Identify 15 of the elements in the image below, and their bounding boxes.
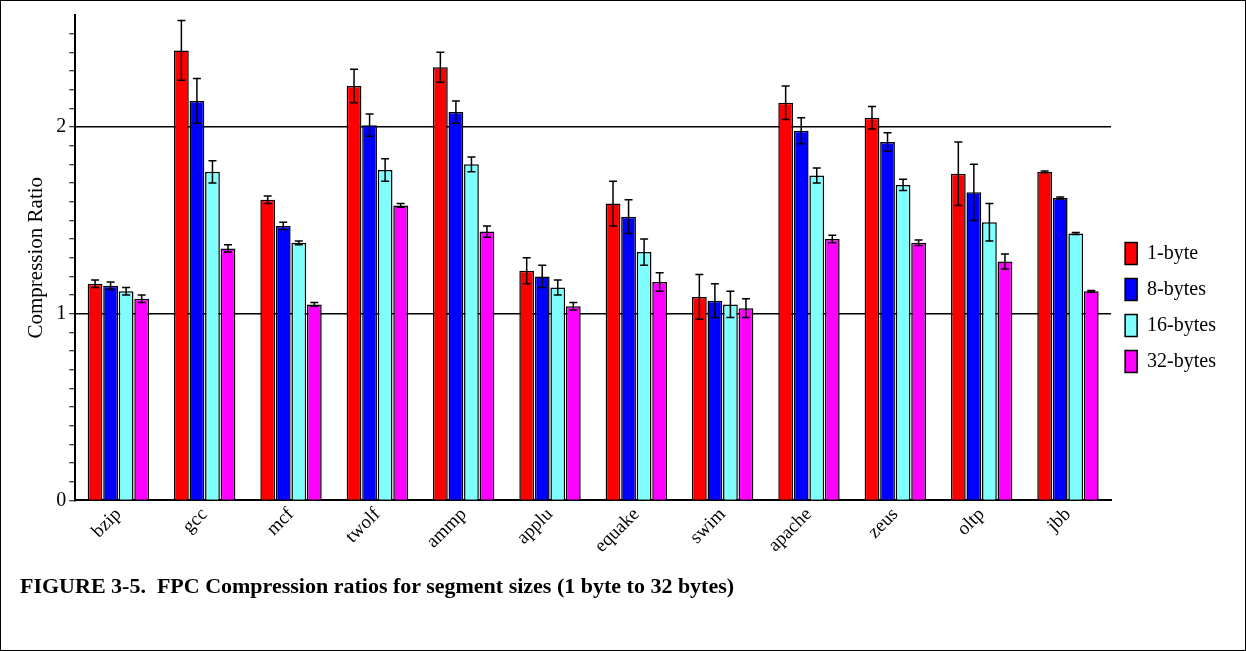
legend-label: 1-byte (1147, 240, 1199, 264)
y-tick-label: 0 (56, 487, 67, 510)
text: FIGURE 3-5. FPC Compression ratios for segment sizes (1 byte to 32 bytes) (20, 573, 735, 599)
y-axis-title: Compression Ratio (23, 176, 48, 339)
x-tick-label: jbb (1041, 503, 1075, 536)
x-tick-label: oltp (952, 503, 988, 539)
legend-label: 16-bytes (1147, 312, 1217, 336)
x-tick-label: bzip (86, 503, 125, 541)
y-tick-label: 1 (56, 300, 67, 323)
x-tick-label: zeus (862, 503, 902, 542)
x-tick-label: gcc (177, 503, 212, 537)
legend-label: 8-bytes (1147, 276, 1207, 300)
y-tick-label: 2 (56, 114, 67, 137)
x-tick-label: mcf (261, 502, 298, 539)
legend-label: 32-bytes (1147, 348, 1217, 372)
